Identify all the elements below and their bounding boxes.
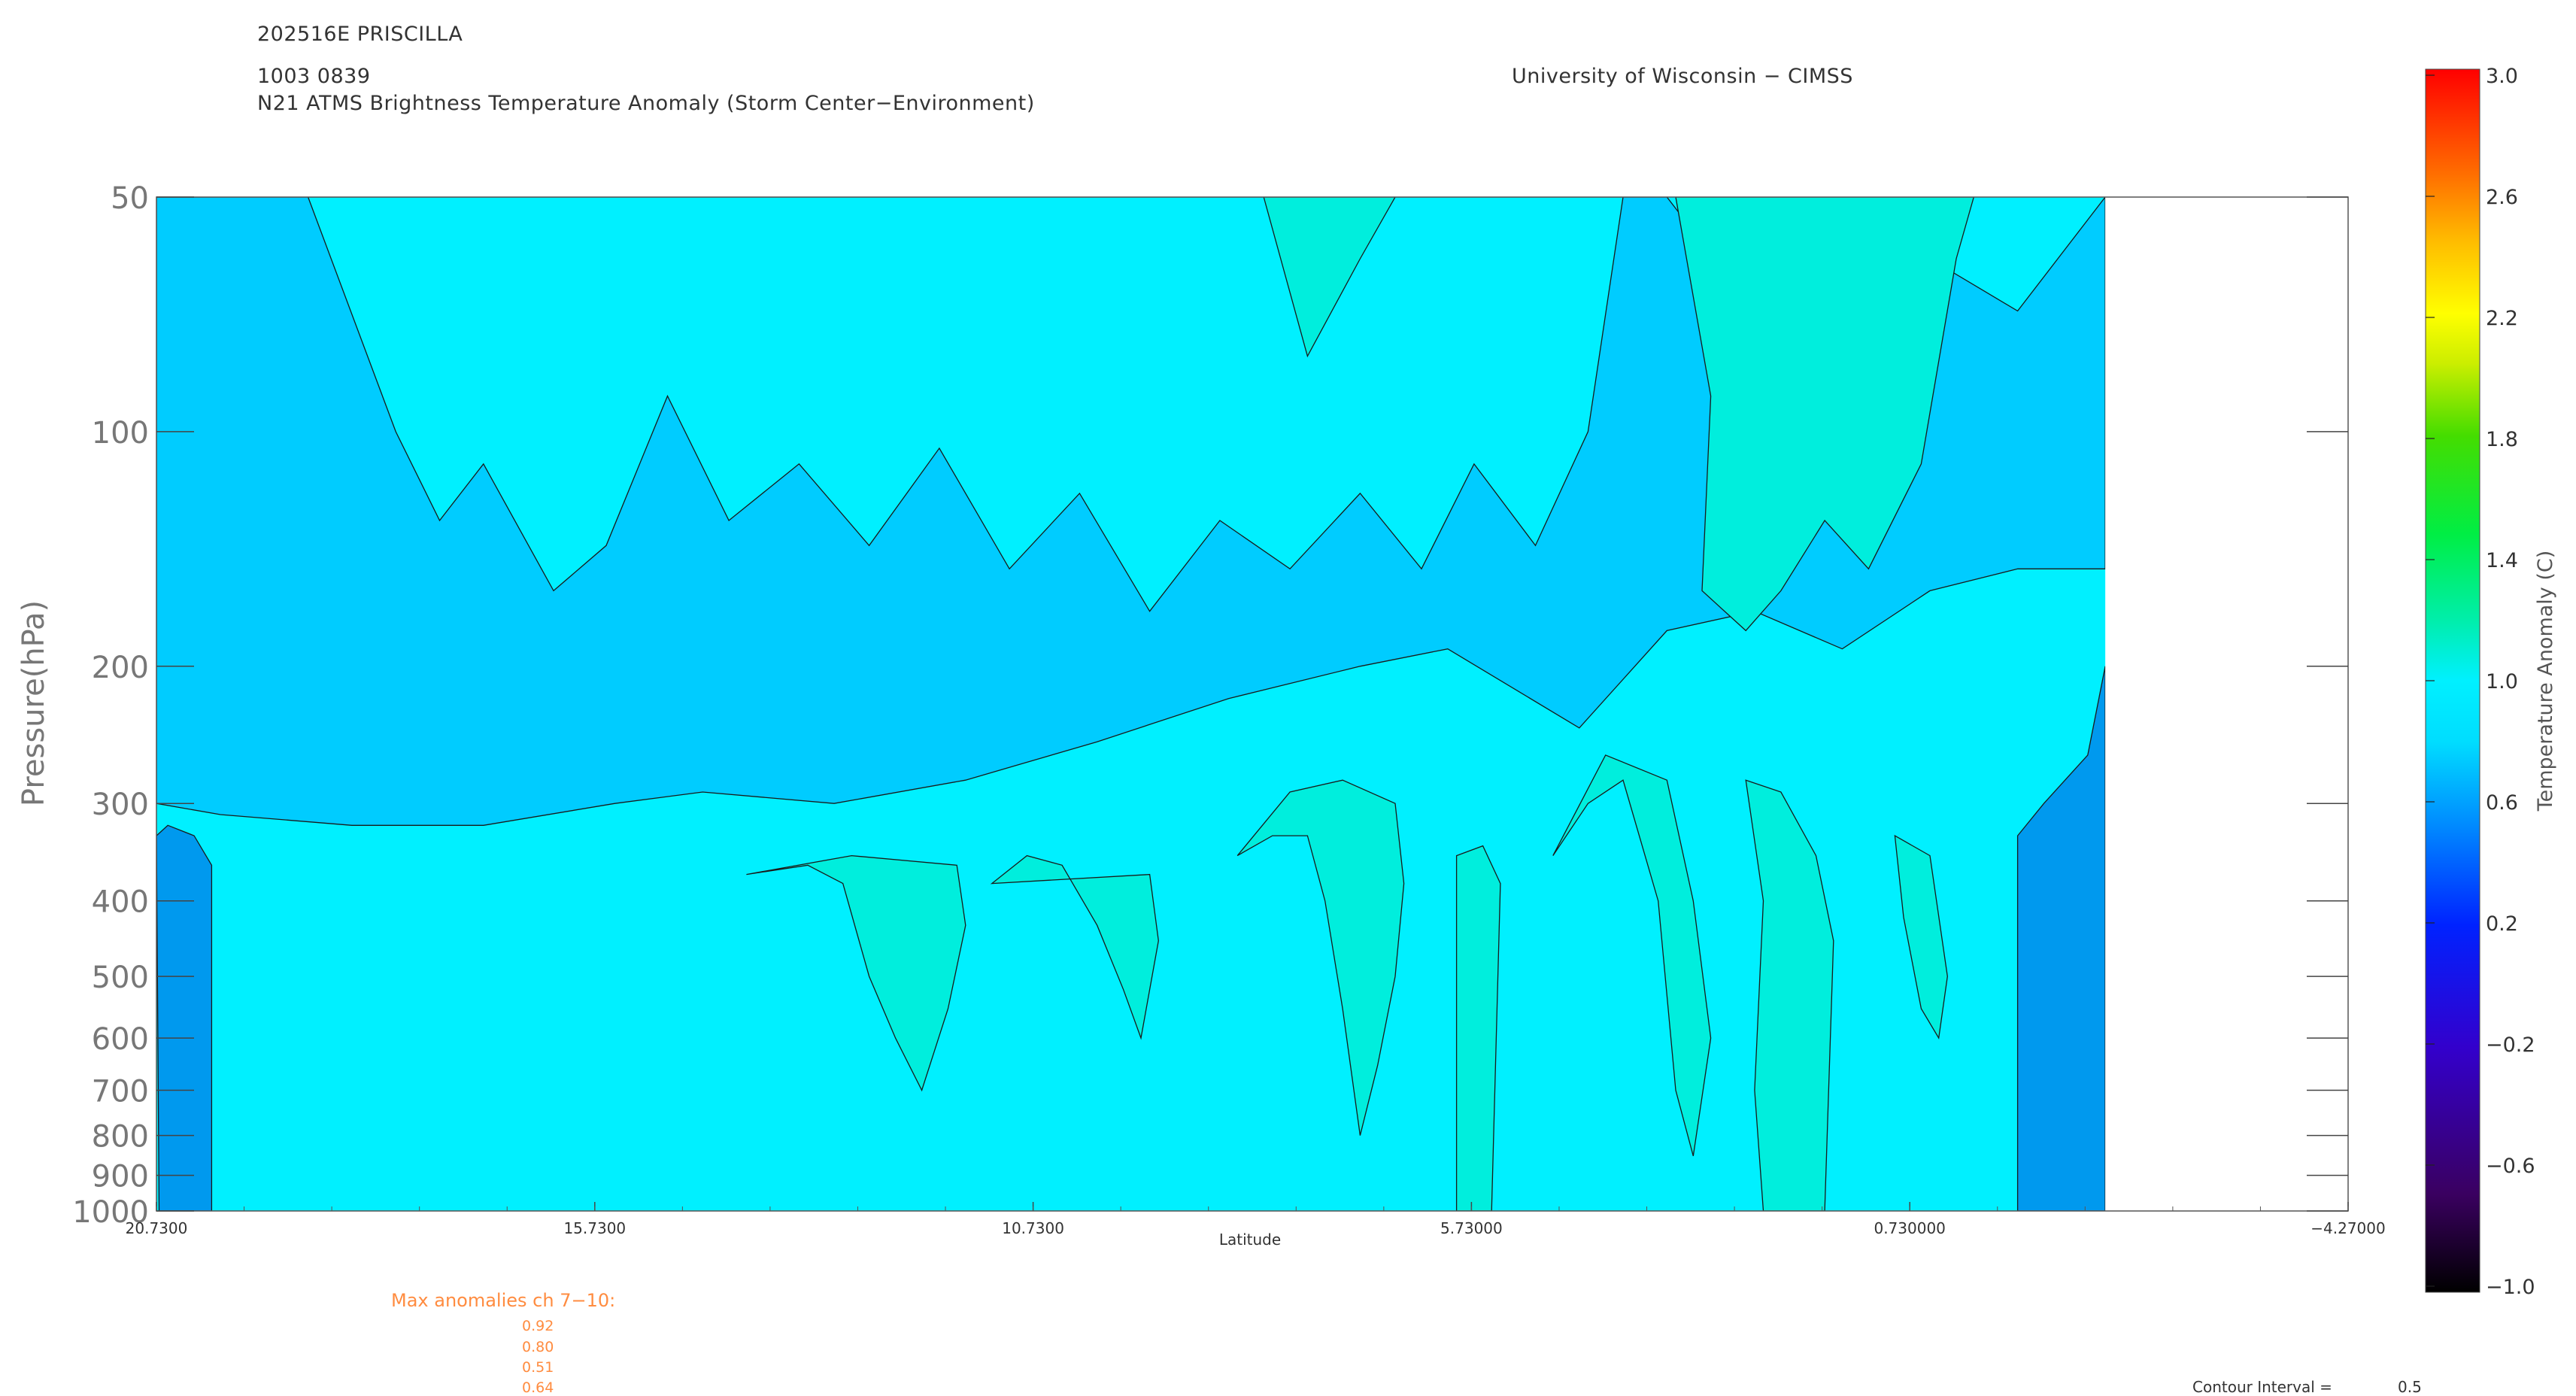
contour-band-lower-green-patch-b <box>990 854 1159 1040</box>
colorbar-tick-label: −1.0 <box>2486 1276 2535 1299</box>
no-data-region <box>2105 197 2107 1211</box>
contour-band-lower-green-patch-c <box>1236 779 1405 1136</box>
colorbar-tick-label: −0.2 <box>2486 1033 2535 1057</box>
max-anomalies-title: Max anomalies ch 7−10: <box>391 1290 616 1311</box>
max-anomaly-value: 0.80 <box>522 1339 554 1355</box>
contour-band-lower-green-patch-d <box>1455 845 1501 1211</box>
max-anomaly-value: 0.64 <box>522 1379 554 1396</box>
y-tick-label: 500 <box>92 961 149 995</box>
max-anomaly-value: 0.51 <box>522 1359 554 1376</box>
plot-area <box>156 197 2107 1211</box>
contour-interval-label: Contour Interval = <box>2192 1378 2332 1396</box>
y-tick-label: 1000 <box>72 1195 149 1230</box>
colorbar-tick-label: 1.4 <box>2486 549 2518 572</box>
product-title: N21 ATMS Brightness Temperature Anomaly … <box>257 92 1035 115</box>
contour-band-lower-dark-blue-right <box>2016 666 2106 1211</box>
contour-band-upper-green-patch-right <box>1675 197 1974 632</box>
contour-interval-value: 0.5 <box>2398 1378 2422 1396</box>
x-tick-label: 0.730000 <box>1874 1219 1945 1237</box>
y-tick-label: 50 <box>111 181 149 216</box>
colorbar-tick-label: 2.6 <box>2486 186 2518 209</box>
contour-band-lower-green-patch-e <box>1552 754 1712 1157</box>
x-tick-label: 10.7300 <box>1002 1219 1064 1237</box>
colorbar-tick-label: 0.2 <box>2486 912 2518 936</box>
y-tick-label: 300 <box>92 788 149 822</box>
y-tick-label: 200 <box>92 651 149 685</box>
colorbar: 3.0 2.6 2.2 1.8 1.4 1.0 0.6 0.2 −0.2 −0.6 −1.0 Tem… <box>2425 65 2557 1299</box>
colorbar-tick-label: −0.6 <box>2486 1155 2535 1178</box>
x-axis: 20.7300 15.7300 10.7300 5.73000 0.730000 −4.2… <box>126 1202 2386 1237</box>
contour-band-lower-green-patch-f <box>1745 779 1834 1211</box>
y-tick-label: 700 <box>92 1075 149 1109</box>
colorbar-tick-label: 3.0 <box>2486 65 2518 88</box>
contour-band-lower-dark-blue-left <box>156 824 213 1211</box>
y-axis-label: Pressure(hPa) <box>17 600 51 806</box>
y-tick-label: 600 <box>92 1022 149 1057</box>
y-tick-label: 800 <box>92 1120 149 1155</box>
bands <box>156 197 2107 1211</box>
x-tick-label: 20.7300 <box>126 1219 188 1237</box>
colorbar-tick-label: 0.6 <box>2486 791 2518 815</box>
contour-band-upper-green-patch-center <box>1263 197 1396 358</box>
institution: University of Wisconsin − CIMSS <box>1512 65 1853 88</box>
y-tick-label: 400 <box>92 885 149 920</box>
x-axis-label: Latitude <box>1219 1231 1281 1249</box>
plot-frame <box>156 196 2349 1212</box>
contour-band-lower-green-patch-g <box>1894 834 1948 1040</box>
colorbar-label: Temperature Anomaly (C) <box>2534 551 2557 812</box>
y-tick-label: 900 <box>92 1160 149 1194</box>
max-anomaly-value: 0.92 <box>522 1318 554 1334</box>
storm-id: 202516E PRISCILLA <box>257 23 463 46</box>
contour-band-lower-green-patch-a <box>746 854 966 1092</box>
colorbar-ticks: 3.0 2.6 2.2 1.8 1.4 1.0 0.6 0.2 −0.2 −0.6 −1.0 <box>2426 65 2535 1299</box>
colorbar-tick-label: 1.0 <box>2486 670 2518 693</box>
x-tick-label: −4.27000 <box>2311 1219 2385 1237</box>
colorbar-tick-label: 2.2 <box>2486 307 2518 330</box>
x-tick-label: 15.7300 <box>563 1219 626 1237</box>
datetime: 1003 0839 <box>257 65 371 88</box>
x-tick-label: 5.73000 <box>1440 1219 1503 1237</box>
colorbar-tick-label: 1.8 <box>2486 428 2518 451</box>
y-tick-label: 100 <box>92 416 149 451</box>
